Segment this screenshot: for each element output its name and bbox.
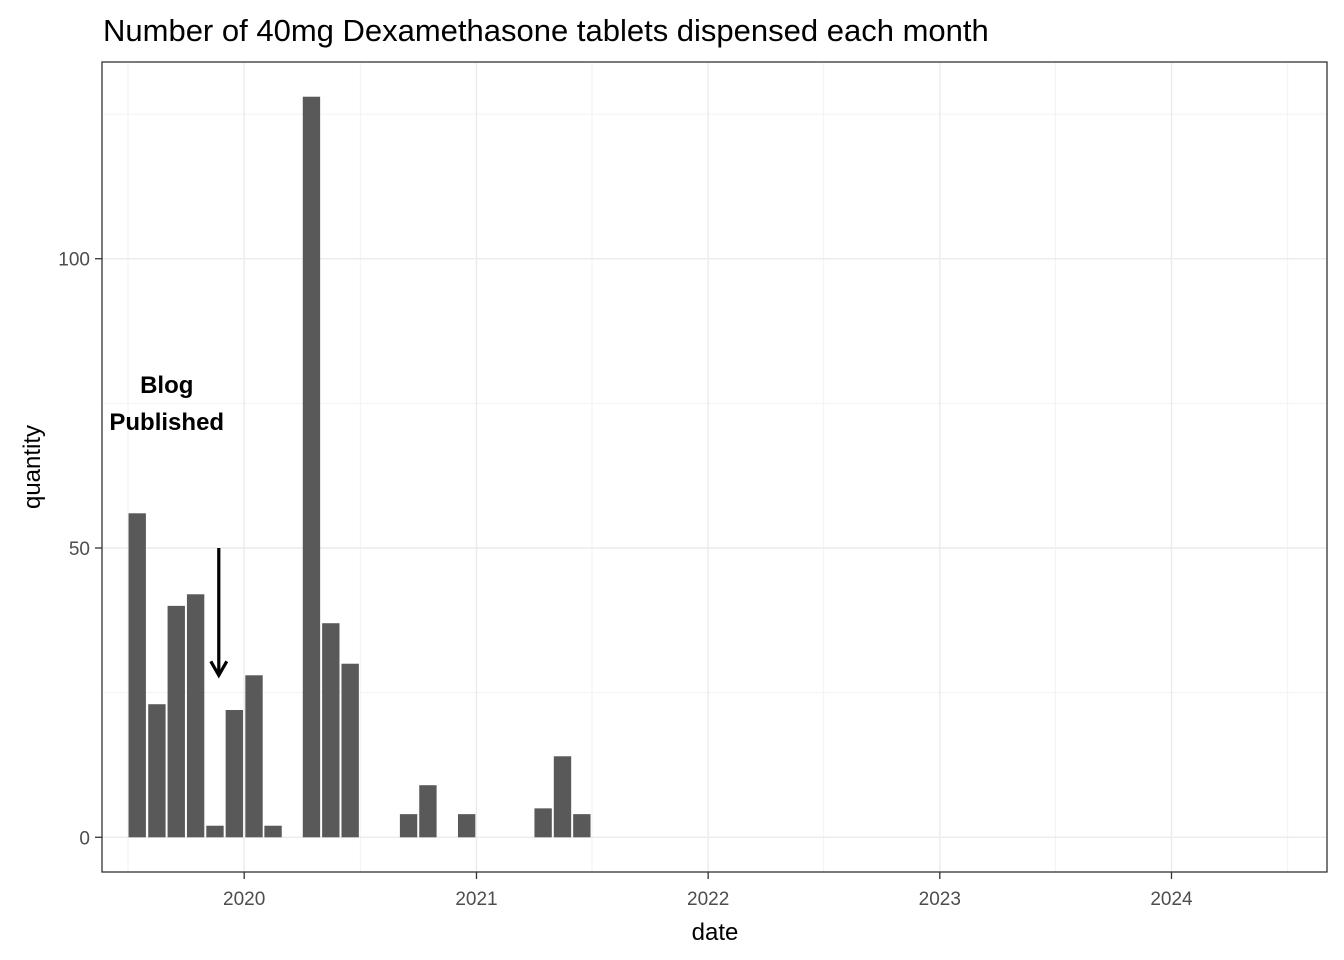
x-tick-label: 2023: [919, 889, 961, 910]
bar-2020-06: [341, 663, 359, 838]
panel-border: [101, 61, 1328, 873]
bar-2019-07: [128, 513, 146, 838]
bar-2020-01: [245, 675, 263, 838]
bar-2021-05: [553, 756, 572, 838]
y-tick-label: 50: [69, 539, 90, 560]
y-tick-label: 0: [79, 828, 90, 849]
annotation-text-line: Blog: [140, 372, 193, 399]
bar-2020-09: [399, 814, 418, 838]
bar-2019-08: [148, 704, 166, 838]
bar-2021-04: [534, 808, 552, 838]
annotation-text-line: Published: [109, 409, 224, 436]
bar-2019-11: [206, 825, 224, 838]
bar-2019-10: [186, 594, 205, 838]
y-axis-title: quantity: [19, 425, 46, 509]
bar-2020-10: [419, 785, 437, 838]
x-axis-title: date: [692, 919, 739, 946]
bar-2020-05: [322, 623, 340, 838]
x-tick-label: 2024: [1150, 889, 1193, 910]
bar-2021-06: [573, 814, 591, 838]
x-tick-label: 2020: [223, 889, 265, 910]
x-tick-label: 2021: [455, 889, 497, 910]
chart-title: Number of 40mg Dexamethasone tablets dis…: [103, 13, 989, 48]
bar-2019-12: [225, 710, 244, 838]
bars: [128, 96, 591, 838]
y-tick-label: 100: [58, 250, 90, 271]
annotation-arrow-head: [209, 660, 229, 679]
bar-2019-09: [167, 605, 185, 838]
bar-2020-04: [302, 96, 321, 838]
grid: [102, 62, 1327, 872]
bar-2020-02: [264, 825, 282, 838]
axes: 0 50 100 2020 2021 2022 2023 2024: [58, 250, 1193, 910]
bar-2020-12: [457, 814, 476, 838]
x-tick-label: 2022: [687, 889, 729, 910]
annotation: Blog Published: [109, 372, 229, 679]
